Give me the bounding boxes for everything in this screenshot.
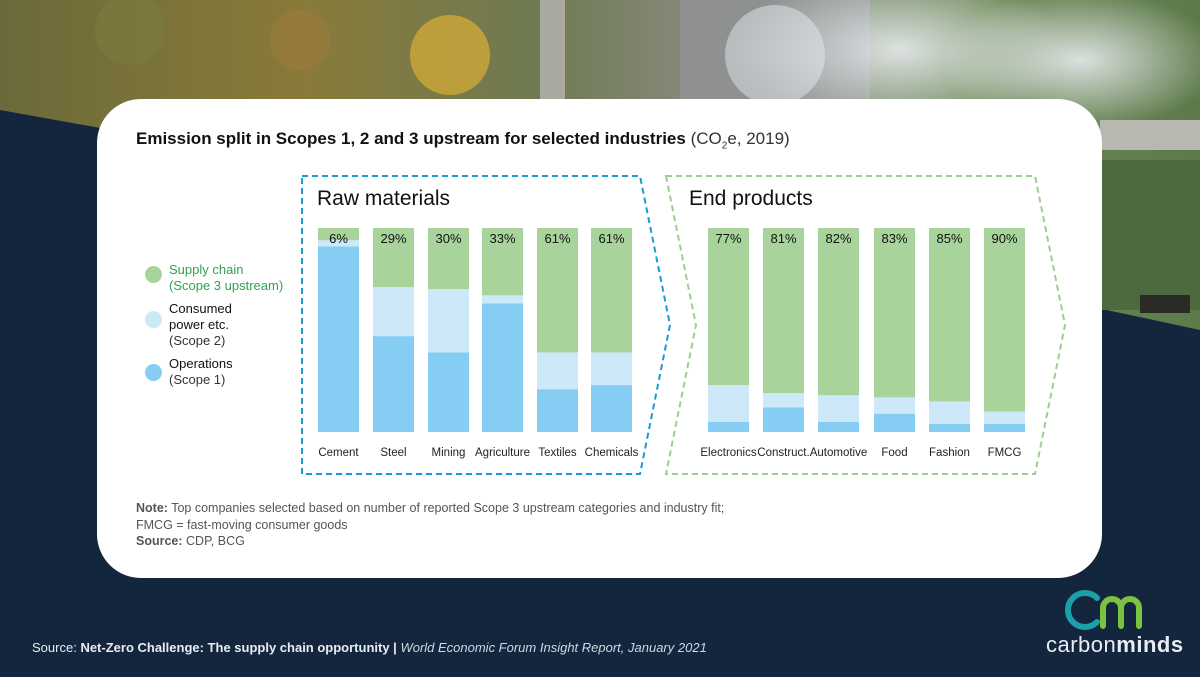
bar-supply-chain-mining [428, 228, 469, 290]
bar-consumed-power-construct [763, 393, 804, 408]
data-label-mining: 30% [435, 231, 461, 246]
legend-item-consumed-power: Consumed power etc. (Scope 2) [145, 301, 232, 349]
bar-operations-mining [428, 352, 469, 432]
data-label-textiles: 61% [544, 231, 570, 246]
brand-wordmark: carbonminds [1046, 632, 1184, 657]
bar-supply-chain-fmcg [984, 228, 1025, 412]
data-label-steel: 29% [380, 231, 406, 246]
data-label-fashion: 85% [936, 231, 962, 246]
raw-materials-frame [301, 175, 672, 475]
bar-consumed-power-chemicals [591, 352, 632, 386]
legend-label-consumed-power-line2: power etc. [169, 317, 229, 332]
data-label-cement: 6% [329, 231, 348, 246]
bar-supply-chain-cement [318, 228, 359, 241]
bar-consumed-power-fashion [929, 401, 970, 424]
bar-consumed-power-fmcg [984, 411, 1025, 424]
legend-swatch-supply-chain [145, 266, 162, 283]
source-text: CDP, BCG [186, 534, 245, 548]
bar-operations-automotive [818, 421, 859, 432]
footer-prefix: Source: [32, 640, 77, 655]
footer-report: Net-Zero Challenge: The supply chain opp… [80, 640, 397, 655]
bar-operations-food [874, 413, 915, 432]
legend-scope-consumed-power: (Scope 2) [169, 333, 226, 348]
bar-consumed-power-cement [318, 240, 359, 247]
data-label-chemicals: 61% [598, 231, 624, 246]
bar-operations-cement [318, 246, 359, 432]
bar-operations-agriculture [482, 303, 523, 432]
category-label-food: Food [881, 447, 907, 459]
bar-supply-chain-automotive [818, 228, 859, 396]
category-label-agriculture: Agriculture [475, 447, 530, 459]
category-label-mining: Mining [432, 447, 466, 459]
category-label-fashion: Fashion [929, 447, 970, 459]
bar-operations-steel [373, 336, 414, 432]
bar-consumed-power-mining [428, 289, 469, 353]
category-label-chemicals: Chemicals [585, 447, 639, 459]
legend-label-operations: Operations [169, 356, 233, 371]
note-line2: FMCG = fast-moving consumer goods [136, 517, 348, 532]
legend-item-supply-chain: Supply chain (Scope 3 upstream) [145, 262, 283, 294]
bar-operations-fmcg [984, 423, 1025, 432]
title-unit: (CO2e, 2019) [690, 129, 790, 152]
legend-scope-operations: (Scope 1) [169, 372, 226, 387]
note-label: Note: [136, 501, 168, 515]
bar-consumed-power-food [874, 397, 915, 414]
category-label-steel: Steel [380, 447, 406, 459]
data-label-electronics: 77% [715, 231, 741, 246]
legend-scope-supply-chain: (Scope 3 upstream) [169, 278, 284, 293]
bar-consumed-power-steel [373, 287, 414, 337]
bar-supply-chain-chemicals [591, 228, 632, 353]
title-main: Emission split in Scopes 1, 2 and 3 upst… [136, 129, 686, 148]
data-label-automotive: 82% [825, 231, 851, 246]
category-label-fmcg: FMCG [988, 447, 1022, 459]
chart-notes: Note: Top companies selected based on nu… [136, 500, 724, 550]
bar-consumed-power-agriculture [482, 295, 523, 304]
legend-item-operations: Operations (Scope 1) [145, 356, 233, 388]
bar-supply-chain-electronics [708, 228, 749, 386]
bar-supply-chain-food [874, 228, 915, 398]
footer-publisher: World Economic Forum Insight Report, Jan… [400, 640, 707, 655]
data-label-food: 83% [881, 231, 907, 246]
category-label-construct: Construct. [757, 447, 809, 459]
data-label-construct: 81% [770, 231, 796, 246]
bar-operations-construct [763, 407, 804, 432]
bar-operations-fashion [929, 423, 970, 432]
end-products-frame [664, 175, 1067, 475]
data-label-agriculture: 33% [489, 231, 515, 246]
bar-consumed-power-automotive [818, 395, 859, 422]
category-label-cement: Cement [318, 447, 359, 459]
legend-swatch-operations [145, 364, 162, 381]
group-title-raw: Raw materials [317, 187, 451, 210]
chart-title: Emission split in Scopes 1, 2 and 3 upst… [136, 129, 790, 151]
footer-source: Source: Net-Zero Challenge: The supply c… [32, 640, 707, 655]
group-title-end: End products [689, 187, 813, 210]
source-label: Source: [136, 534, 183, 548]
bar-supply-chain-construct [763, 228, 804, 394]
data-label-fmcg: 90% [991, 231, 1017, 246]
bar-operations-electronics [708, 421, 749, 432]
bar-operations-textiles [537, 389, 578, 432]
bar-consumed-power-electronics [708, 385, 749, 422]
bar-supply-chain-textiles [537, 228, 578, 353]
bar-operations-chemicals [591, 385, 632, 432]
category-label-electronics: Electronics [700, 447, 756, 459]
legend-label-supply-chain: Supply chain [169, 262, 244, 277]
category-label-automotive: Automotive [810, 447, 868, 459]
bar-supply-chain-agriculture [482, 228, 523, 296]
legend-label-consumed-power-line1: Consumed [169, 301, 232, 316]
carbonminds-logo-icon [1064, 590, 1142, 630]
bar-supply-chain-fashion [929, 228, 970, 402]
category-label-textiles: Textiles [538, 447, 577, 459]
bar-supply-chain-steel [373, 228, 414, 288]
legend-swatch-consumed-power [145, 311, 162, 328]
note-text: Top companies selected based on number o… [171, 501, 725, 515]
bar-consumed-power-textiles [537, 352, 578, 390]
